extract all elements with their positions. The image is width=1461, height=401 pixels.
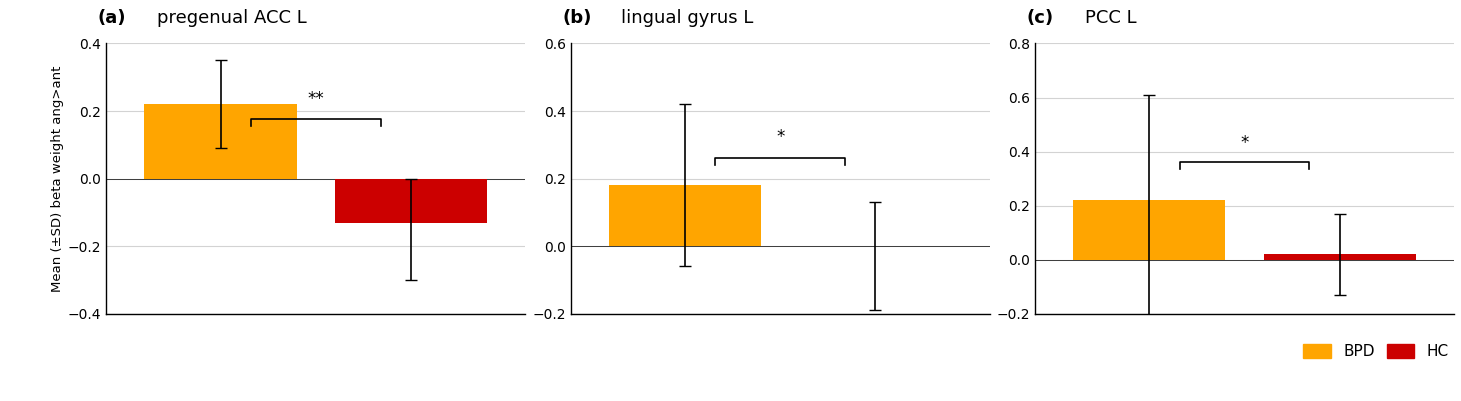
Text: **: ** [307, 90, 324, 108]
Legend: BPD, HC: BPD, HC [1297, 338, 1455, 366]
Text: *: * [1240, 134, 1249, 152]
Y-axis label: Mean (±SD) beta weight ang>ant: Mean (±SD) beta weight ang>ant [51, 65, 64, 292]
Bar [1072, 200, 1226, 260]
Bar [335, 178, 488, 223]
Bar [609, 185, 761, 246]
Text: lingual gyrus L: lingual gyrus L [621, 9, 754, 27]
Text: (a): (a) [98, 9, 127, 27]
Text: (c): (c) [1027, 9, 1053, 27]
Text: *: * [776, 128, 785, 146]
Text: PCC L: PCC L [1086, 9, 1137, 27]
Bar [145, 104, 297, 178]
Text: (b): (b) [562, 9, 592, 27]
Bar [1264, 254, 1416, 260]
Text: pregenual ACC L: pregenual ACC L [156, 9, 307, 27]
